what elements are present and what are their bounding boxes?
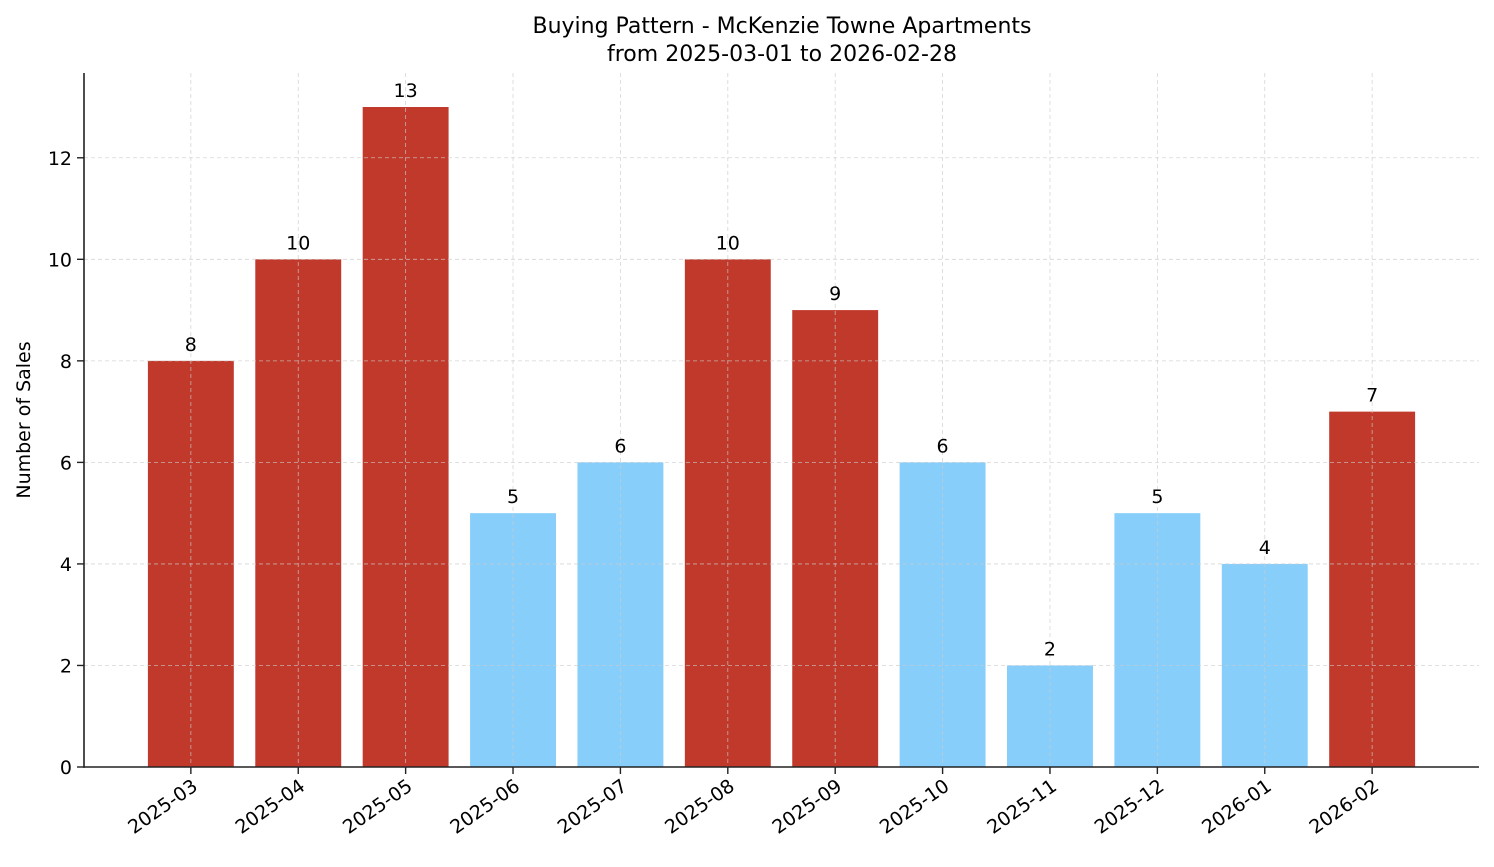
data-label-2025-12: 5 [1151,486,1163,508]
chart-subtitle: from 2025-03-01 to 2026-02-28 [607,42,957,67]
x-tick-label: 2025-05 [339,775,417,839]
data-label-2025-04: 10 [286,232,310,254]
x-tick-label: 2026-01 [1198,775,1276,839]
bar-2025-11 [1007,665,1093,767]
y-tick-label: 0 [60,757,72,779]
data-label-2025-05: 13 [394,80,418,102]
x-tick-label: 2025-08 [661,775,739,839]
x-tick-label: 2026-02 [1305,775,1383,839]
data-label-2026-02: 7 [1366,385,1378,407]
y-tick-label: 8 [60,351,72,373]
bar-2026-02 [1329,411,1416,767]
x-tick-label: 2025-04 [231,775,309,839]
data-label-2025-10: 6 [937,435,949,457]
data-label-2025-07: 6 [614,435,626,457]
y-tick-label: 12 [48,148,72,170]
x-tick-label: 2025-12 [1091,775,1169,839]
y-axis-label: Number of Sales [13,341,35,498]
x-tick-label: 2025-11 [983,775,1061,839]
x-tick-label: 2025-06 [446,775,524,839]
x-tick-label: 2025-03 [124,775,202,839]
y-tick-label: 6 [60,452,72,474]
x-tick-label: 2025-07 [554,775,632,839]
data-label-2026-01: 4 [1259,537,1271,559]
x-tick-label: 2025-09 [768,775,846,839]
chart-title: Buying Pattern - McKenzie Towne Apartmen… [532,14,1031,39]
data-label-2025-09: 9 [829,283,841,305]
data-label-2025-03: 8 [185,334,197,356]
data-label-2025-11: 2 [1044,638,1056,660]
y-tick-label: 2 [60,655,72,677]
y-tick-label: 4 [60,554,72,576]
x-tick-label: 2025-10 [876,775,954,839]
data-label-2025-08: 10 [716,232,740,254]
data-label-2025-06: 5 [507,486,519,508]
y-tick-label: 10 [48,249,72,271]
